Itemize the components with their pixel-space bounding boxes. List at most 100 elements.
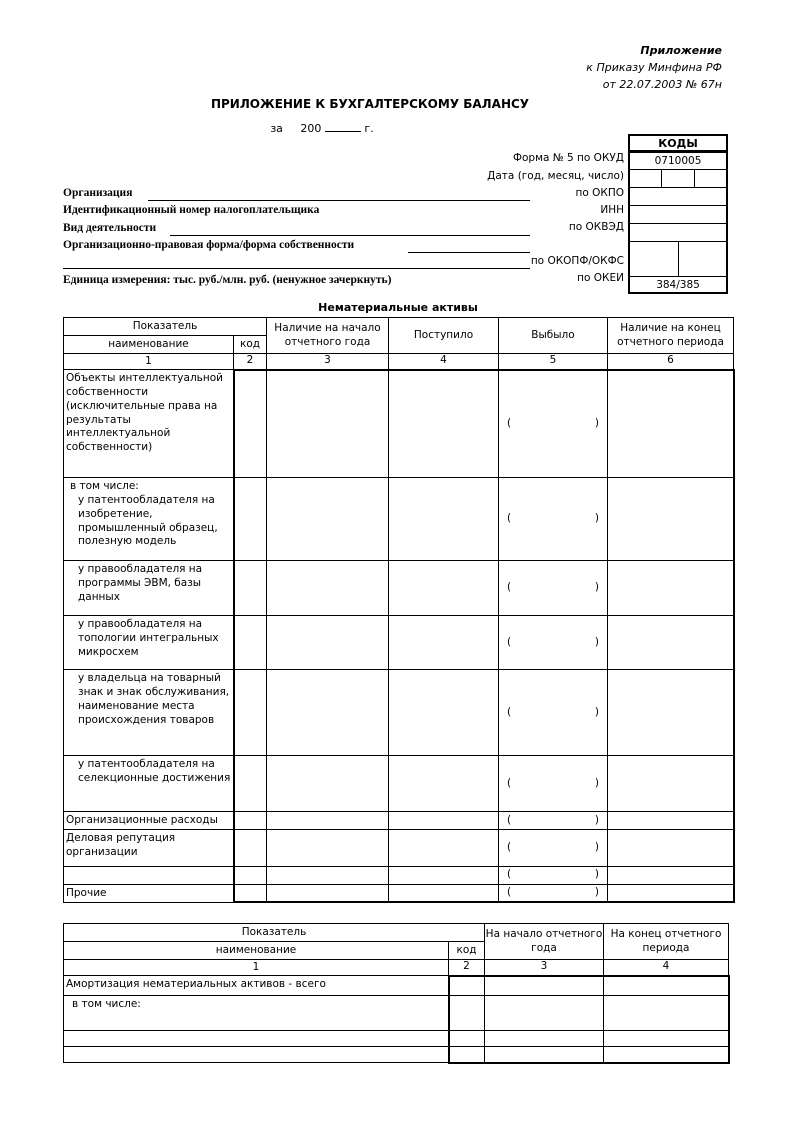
code-entry-cell[interactable] xyxy=(232,828,267,867)
opening-entry-cell[interactable] xyxy=(266,477,389,561)
col-number: 3 xyxy=(266,353,389,370)
paren-close: ) xyxy=(594,705,599,718)
th-opening-balance: На начало отчетного года xyxy=(484,923,604,960)
opening-entry-cell[interactable] xyxy=(484,1030,604,1047)
year-blank-field[interactable] xyxy=(324,119,361,132)
annex-note: Приложение к Приказу Минфина РФ от 22.07… xyxy=(586,42,722,93)
legal-form-blank-field-2[interactable] xyxy=(63,268,530,269)
table-row: в том числе: у патентообладателя на изобр… xyxy=(63,477,735,561)
closing-entry-cell[interactable] xyxy=(607,477,735,561)
code-entry-cell[interactable] xyxy=(232,477,267,561)
code-entry-cell[interactable] xyxy=(232,615,267,670)
opening-entry-cell[interactable] xyxy=(266,811,389,830)
code-entry-cell[interactable] xyxy=(447,995,485,1031)
closing-entry-cell[interactable] xyxy=(607,368,735,478)
row-label-cell: Амортизация нематериальных активов - все… xyxy=(63,975,449,996)
closing-entry-cell[interactable] xyxy=(607,615,735,670)
closing-entry-cell[interactable] xyxy=(607,669,735,756)
closing-entry-cell[interactable] xyxy=(603,974,730,996)
opening-entry-cell[interactable] xyxy=(484,974,604,996)
okopf-value-cells[interactable] xyxy=(630,241,726,276)
legal-form-blank-field[interactable] xyxy=(408,252,530,253)
disposed-entry-cell[interactable]: () xyxy=(498,368,608,478)
date-year-cell[interactable] xyxy=(630,170,661,187)
received-entry-cell[interactable] xyxy=(388,755,499,812)
annex-line-2: к Приказу Минфина РФ xyxy=(586,61,722,74)
code-entry-cell[interactable] xyxy=(232,560,267,616)
col-number: 4 xyxy=(388,353,499,370)
paren-open: ( xyxy=(507,416,512,429)
closing-entry-cell[interactable] xyxy=(603,1030,730,1047)
okfs-cell[interactable] xyxy=(677,242,727,276)
date-value-cells[interactable] xyxy=(630,169,726,187)
received-entry-cell[interactable] xyxy=(388,865,499,885)
disposed-entry-cell[interactable]: () xyxy=(498,669,608,756)
code-entry-cell[interactable] xyxy=(447,974,485,996)
disposed-entry-cell[interactable]: () xyxy=(498,755,608,812)
opening-entry-cell[interactable] xyxy=(266,560,389,616)
date-month-cell[interactable] xyxy=(661,170,693,187)
received-entry-cell[interactable] xyxy=(388,615,499,670)
closing-entry-cell[interactable] xyxy=(607,560,735,616)
row-label-cell: в том числе: xyxy=(63,995,449,1031)
row-label-cell[interactable] xyxy=(63,1030,449,1047)
opening-entry-cell[interactable] xyxy=(484,995,604,1031)
received-entry-cell[interactable] xyxy=(388,368,499,478)
activity-blank-field[interactable] xyxy=(170,235,530,236)
code-entry-cell[interactable] xyxy=(232,755,267,812)
disposed-entry-cell[interactable]: () xyxy=(498,883,608,904)
opening-entry-cell[interactable] xyxy=(266,368,389,478)
opening-entry-cell[interactable] xyxy=(266,615,389,670)
disposed-entry-cell[interactable]: () xyxy=(498,828,608,867)
closing-entry-cell[interactable] xyxy=(607,811,735,830)
disposed-entry-cell[interactable]: () xyxy=(498,560,608,616)
received-entry-cell[interactable] xyxy=(388,883,499,904)
closing-entry-cell[interactable] xyxy=(607,755,735,812)
row-label-cell: Деловая репутация организации xyxy=(63,828,234,867)
row-label-cell[interactable] xyxy=(63,865,234,885)
okpo-value-cell[interactable] xyxy=(630,187,726,205)
opening-entry-cell[interactable] xyxy=(266,883,389,904)
closing-entry-cell[interactable] xyxy=(603,1046,730,1064)
disposed-entry-cell[interactable]: () xyxy=(498,615,608,670)
opening-entry-cell[interactable] xyxy=(266,865,389,885)
closing-entry-cell[interactable] xyxy=(603,995,730,1031)
annex-line-3: от 22.07.2003 № 67н xyxy=(602,78,722,91)
row-label-cell: Объекты интеллектуальной собственности (… xyxy=(63,369,234,478)
paren-open: ( xyxy=(507,705,512,718)
received-entry-cell[interactable] xyxy=(388,560,499,616)
closing-entry-cell[interactable] xyxy=(607,883,735,904)
disposed-entry-cell[interactable]: () xyxy=(498,477,608,561)
closing-entry-cell[interactable] xyxy=(607,828,735,867)
disposed-entry-cell[interactable]: () xyxy=(498,811,608,830)
inn-value-cell[interactable] xyxy=(630,205,726,223)
okei-label: по ОКЕИ xyxy=(577,272,624,284)
code-entry-cell[interactable] xyxy=(232,368,267,478)
received-entry-cell[interactable] xyxy=(388,811,499,830)
received-entry-cell[interactable] xyxy=(388,828,499,867)
code-entry-cell[interactable] xyxy=(232,883,267,904)
row-label-cell[interactable] xyxy=(63,1046,449,1063)
disposed-entry-cell[interactable]: () xyxy=(498,865,608,885)
paren-close: ) xyxy=(594,581,599,594)
date-day-cell[interactable] xyxy=(693,170,726,187)
received-entry-cell[interactable] xyxy=(388,477,499,561)
closing-entry-cell[interactable] xyxy=(607,865,735,885)
code-entry-cell[interactable] xyxy=(447,1046,485,1064)
th-code: код xyxy=(448,941,485,960)
okved-value-cell[interactable] xyxy=(630,223,726,241)
opening-entry-cell[interactable] xyxy=(484,1046,604,1064)
code-entry-cell[interactable] xyxy=(232,811,267,830)
organization-blank-field[interactable] xyxy=(148,200,530,201)
code-entry-cell[interactable] xyxy=(232,669,267,756)
date-label: Дата (год, месяц, число) xyxy=(487,170,624,182)
period-line: за 200 г. xyxy=(0,119,644,135)
code-entry-cell[interactable] xyxy=(447,1030,485,1047)
opening-entry-cell[interactable] xyxy=(266,669,389,756)
received-entry-cell[interactable] xyxy=(388,669,499,756)
paren-open: ( xyxy=(507,886,512,899)
opening-entry-cell[interactable] xyxy=(266,755,389,812)
opening-entry-cell[interactable] xyxy=(266,828,389,867)
okopf-cell[interactable] xyxy=(630,242,678,276)
code-entry-cell[interactable] xyxy=(232,865,267,885)
